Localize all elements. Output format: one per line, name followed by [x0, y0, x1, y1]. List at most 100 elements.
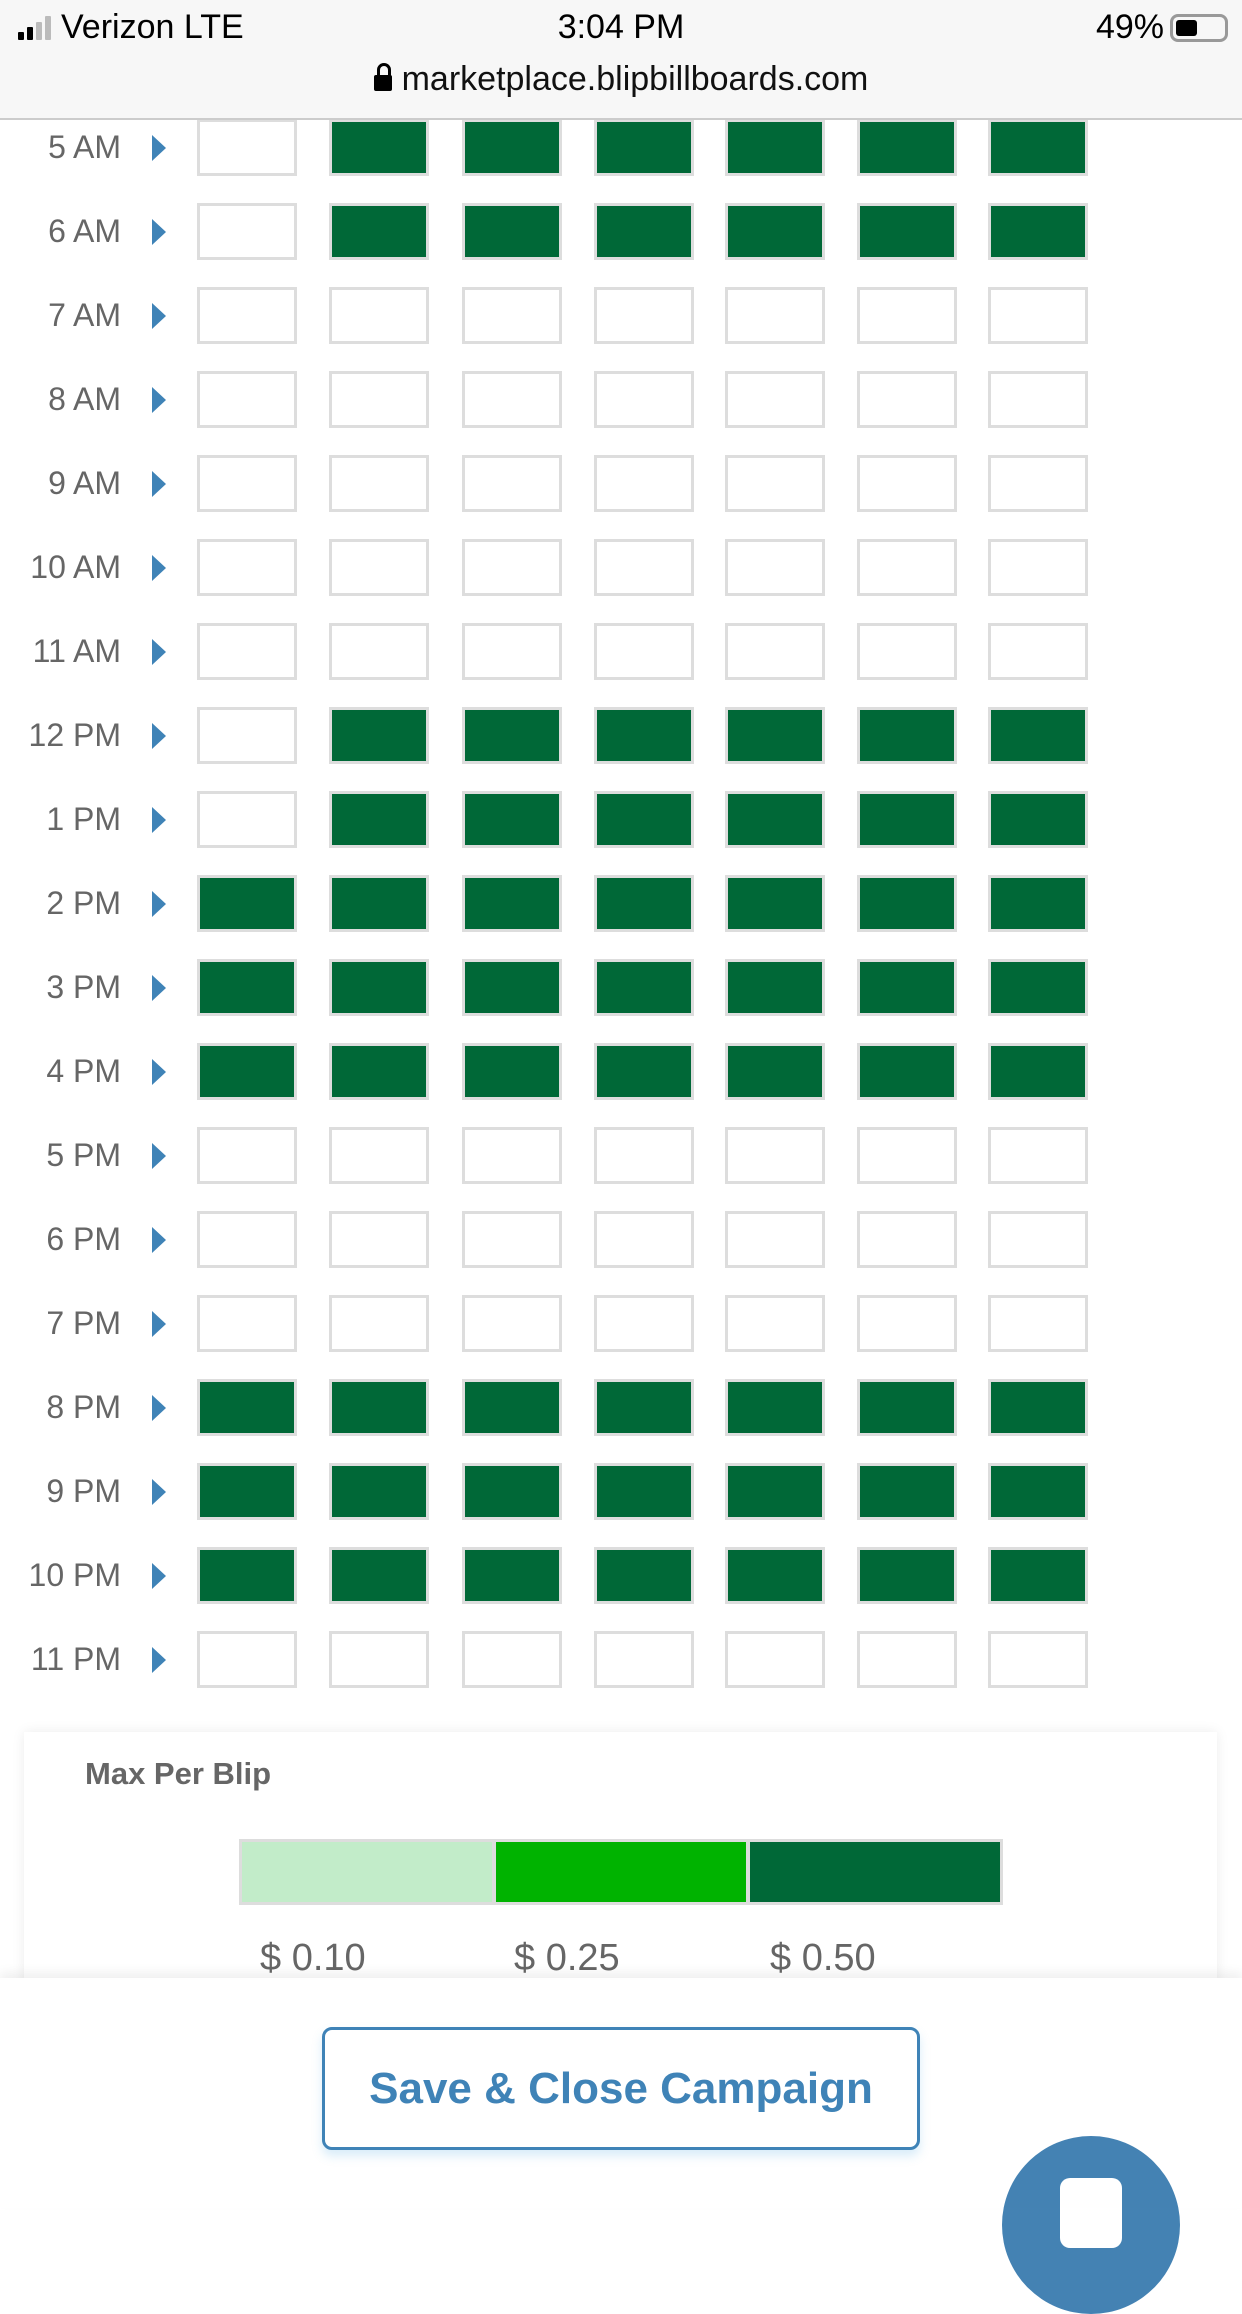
- schedule-cell-selected[interactable]: [988, 1463, 1088, 1520]
- schedule-cell-selected[interactable]: [462, 707, 562, 764]
- schedule-cell-selected[interactable]: [857, 707, 957, 764]
- schedule-cell-selected[interactable]: [462, 119, 562, 176]
- schedule-cell-empty[interactable]: [857, 455, 957, 512]
- schedule-cell-empty[interactable]: [197, 119, 297, 176]
- schedule-cell-empty[interactable]: [725, 1295, 825, 1352]
- schedule-cell-selected[interactable]: [988, 1379, 1088, 1436]
- schedule-cell-empty[interactable]: [594, 623, 694, 680]
- schedule-cell-empty[interactable]: [594, 1211, 694, 1268]
- schedule-cell-selected[interactable]: [857, 875, 957, 932]
- schedule-cell-selected[interactable]: [594, 1463, 694, 1520]
- schedule-cell-empty[interactable]: [197, 539, 297, 596]
- expand-arrow-icon[interactable]: [152, 1059, 166, 1085]
- schedule-cell-selected[interactable]: [857, 1547, 957, 1604]
- schedule-cell-selected[interactable]: [197, 1043, 297, 1100]
- schedule-cell-selected[interactable]: [857, 1379, 957, 1436]
- schedule-cell-selected[interactable]: [725, 791, 825, 848]
- schedule-cell-empty[interactable]: [329, 1211, 429, 1268]
- schedule-cell-selected[interactable]: [725, 119, 825, 176]
- schedule-cell-empty[interactable]: [725, 539, 825, 596]
- schedule-cell-empty[interactable]: [462, 539, 562, 596]
- schedule-cell-empty[interactable]: [197, 1211, 297, 1268]
- schedule-cell-empty[interactable]: [725, 287, 825, 344]
- expand-arrow-icon[interactable]: [152, 807, 166, 833]
- schedule-cell-selected[interactable]: [725, 875, 825, 932]
- schedule-cell-empty[interactable]: [725, 1127, 825, 1184]
- schedule-cell-empty[interactable]: [462, 455, 562, 512]
- address-bar[interactable]: marketplace.blipbillboards.com: [0, 60, 1242, 99]
- schedule-cell-selected[interactable]: [462, 1043, 562, 1100]
- schedule-cell-empty[interactable]: [594, 287, 694, 344]
- schedule-cell-selected[interactable]: [594, 707, 694, 764]
- schedule-cell-selected[interactable]: [197, 1463, 297, 1520]
- schedule-cell-selected[interactable]: [988, 1547, 1088, 1604]
- schedule-cell-empty[interactable]: [329, 371, 429, 428]
- schedule-cell-selected[interactable]: [725, 707, 825, 764]
- schedule-cell-empty[interactable]: [594, 1631, 694, 1688]
- schedule-cell-empty[interactable]: [725, 455, 825, 512]
- schedule-cell-empty[interactable]: [197, 371, 297, 428]
- schedule-cell-selected[interactable]: [988, 1043, 1088, 1100]
- schedule-cell-empty[interactable]: [197, 623, 297, 680]
- schedule-cell-selected[interactable]: [988, 707, 1088, 764]
- schedule-cell-selected[interactable]: [988, 203, 1088, 260]
- expand-arrow-icon[interactable]: [152, 1143, 166, 1169]
- schedule-cell-empty[interactable]: [725, 1631, 825, 1688]
- schedule-cell-selected[interactable]: [857, 791, 957, 848]
- schedule-cell-empty[interactable]: [462, 1127, 562, 1184]
- schedule-cell-empty[interactable]: [462, 623, 562, 680]
- schedule-cell-selected[interactable]: [329, 119, 429, 176]
- schedule-cell-selected[interactable]: [197, 959, 297, 1016]
- schedule-cell-empty[interactable]: [329, 455, 429, 512]
- schedule-cell-selected[interactable]: [857, 203, 957, 260]
- schedule-cell-selected[interactable]: [857, 119, 957, 176]
- schedule-cell-selected[interactable]: [329, 875, 429, 932]
- schedule-cell-selected[interactable]: [462, 1379, 562, 1436]
- expand-arrow-icon[interactable]: [152, 975, 166, 1001]
- schedule-cell-empty[interactable]: [197, 1295, 297, 1352]
- schedule-cell-selected[interactable]: [462, 791, 562, 848]
- schedule-cell-selected[interactable]: [462, 959, 562, 1016]
- schedule-cell-empty[interactable]: [857, 1631, 957, 1688]
- schedule-cell-selected[interactable]: [329, 1547, 429, 1604]
- schedule-cell-selected[interactable]: [594, 203, 694, 260]
- schedule-cell-selected[interactable]: [594, 1043, 694, 1100]
- save-close-campaign-button[interactable]: Save & Close Campaign: [322, 2027, 920, 2150]
- schedule-cell-empty[interactable]: [857, 1295, 957, 1352]
- expand-arrow-icon[interactable]: [152, 639, 166, 665]
- schedule-cell-empty[interactable]: [988, 371, 1088, 428]
- schedule-cell-empty[interactable]: [197, 203, 297, 260]
- schedule-cell-selected[interactable]: [857, 1463, 957, 1520]
- schedule-cell-empty[interactable]: [329, 1127, 429, 1184]
- schedule-cell-selected[interactable]: [197, 1547, 297, 1604]
- schedule-cell-empty[interactable]: [988, 1295, 1088, 1352]
- schedule-cell-empty[interactable]: [197, 455, 297, 512]
- schedule-cell-empty[interactable]: [594, 539, 694, 596]
- schedule-cell-empty[interactable]: [594, 455, 694, 512]
- schedule-cell-empty[interactable]: [329, 287, 429, 344]
- schedule-cell-selected[interactable]: [594, 875, 694, 932]
- expand-arrow-icon[interactable]: [152, 891, 166, 917]
- chat-button[interactable]: [1002, 2136, 1180, 2314]
- schedule-cell-empty[interactable]: [988, 1211, 1088, 1268]
- schedule-cell-empty[interactable]: [725, 1211, 825, 1268]
- schedule-cell-selected[interactable]: [988, 119, 1088, 176]
- expand-arrow-icon[interactable]: [152, 1311, 166, 1337]
- schedule-cell-empty[interactable]: [329, 539, 429, 596]
- schedule-cell-selected[interactable]: [329, 1043, 429, 1100]
- schedule-cell-selected[interactable]: [725, 1379, 825, 1436]
- schedule-cell-empty[interactable]: [462, 1211, 562, 1268]
- schedule-cell-empty[interactable]: [197, 791, 297, 848]
- schedule-cell-empty[interactable]: [594, 371, 694, 428]
- schedule-cell-selected[interactable]: [462, 1463, 562, 1520]
- schedule-cell-selected[interactable]: [988, 875, 1088, 932]
- schedule-cell-empty[interactable]: [329, 1631, 429, 1688]
- schedule-cell-empty[interactable]: [725, 371, 825, 428]
- schedule-cell-selected[interactable]: [462, 1547, 562, 1604]
- schedule-cell-selected[interactable]: [594, 959, 694, 1016]
- schedule-cell-empty[interactable]: [725, 623, 825, 680]
- schedule-cell-empty[interactable]: [988, 455, 1088, 512]
- schedule-cell-selected[interactable]: [725, 1463, 825, 1520]
- schedule-cell-selected[interactable]: [594, 1379, 694, 1436]
- schedule-cell-selected[interactable]: [725, 1547, 825, 1604]
